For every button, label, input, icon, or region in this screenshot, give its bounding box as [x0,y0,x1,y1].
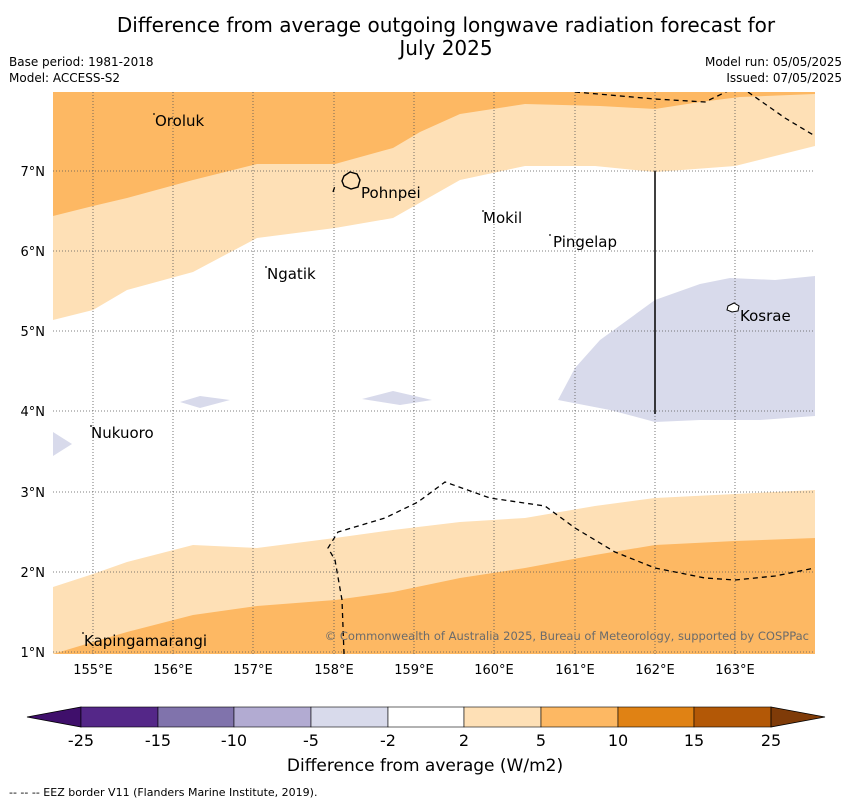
colorbar-bin [463,706,542,728]
ngatik-dot [265,266,267,268]
colorbar: -25 -15 -10 -5 -2 2 5 10 15 25 [26,706,826,750]
patch-edge-lavender [53,432,72,456]
anomaly-field [53,92,815,654]
lon-axis: 155°E 156°E 157°E 158°E 159°E 160°E 161°… [73,663,755,678]
place-pohnpei: Pohnpei [361,184,421,202]
colorbar-bin [540,706,619,728]
meta-right: Model run: 05/05/2025 Issued: 07/05/2025 [705,54,842,86]
map-title: Difference from average outgoing longwav… [40,14,850,60]
lat-tick: 1°N [21,646,46,661]
colorbar-tick: 5 [536,731,546,750]
lon-tick: 157°E [233,663,273,678]
colorbar-tick: -2 [380,731,396,750]
colorbar-extend-high [770,706,826,728]
lon-tick: 158°E [314,663,354,678]
title-line-2: July 2025 [399,36,493,60]
colorbar-bin [310,706,389,728]
eez-border-top-right [747,92,815,137]
patch-west-lavender [180,396,230,408]
colorbar-bin [80,706,159,728]
colorbar-tick: 15 [684,731,704,750]
eez-border-south [327,481,815,654]
band-bottom-orange [53,538,815,654]
eez-footer-note: -- -- -- EEZ border V11 (Flanders Marine… [9,786,318,799]
colorbar-label: Difference from average (W/m2) [286,756,564,776]
colorbar-tick: 2 [459,731,469,750]
mokil-dot [482,210,484,212]
copyright-credit: © Commonwealth of Australia 2025, Bureau… [325,629,809,643]
place-mokil: Mokil [483,209,522,227]
nukuoro-dot [90,425,92,427]
place-kosrae: Kosrae [740,307,791,325]
lon-tick: 160°E [474,663,514,678]
lon-tick: 161°E [555,663,595,678]
place-pingelap: Pingelap [553,233,617,251]
lat-tick: 7°N [21,165,46,180]
colorbar-tick: -15 [145,731,171,750]
lon-tick: 162°E [635,663,675,678]
place-kapingamarangi: Kapingamarangi [84,632,207,650]
colorbar-extend-low [26,706,82,728]
colorbar-bin [693,706,772,728]
lon-tick: 155°E [73,663,113,678]
lon-tick: 163°E [715,663,755,678]
gridlines [53,92,815,654]
colorbar-bin [617,706,695,728]
kapingamarangi-dot [82,632,84,634]
eez-border-top [574,92,728,103]
title-line-1: Difference from average outgoing longwav… [116,13,776,37]
place-ngatik: Ngatik [267,265,316,283]
colorbar-bin [387,706,465,728]
eez-border-pohnpei-stub [332,185,336,193]
model-name: Model: ACCESS-S2 [9,71,121,85]
atoll-dots [82,113,551,634]
lat-tick: 3°N [21,486,46,501]
lat-tick: 6°N [21,245,46,260]
base-period: Base period: 1981-2018 [9,55,154,69]
pingelap-dot [549,234,551,236]
patch-kosrae-lavender [558,276,815,422]
colorbar-tick: -25 [68,731,94,750]
lat-tick: 2°N [21,566,46,581]
model-run: Model run: 05/05/2025 [704,55,842,69]
meta-left: Base period: 1981-2018 Model: ACCESS-S2 [9,54,154,86]
lon-tick: 156°E [153,663,193,678]
pohnpei-island [341,171,361,190]
colorbar-tick: -5 [303,731,319,750]
kosrae-island [726,302,740,313]
lon-tick: 159°E [394,663,434,678]
colorbar-bin [157,706,235,728]
place-nukuoro: Nukuoro [91,424,154,442]
lat-tick: 4°N [21,405,46,420]
colorbar-tick: 25 [761,731,781,750]
issued-date: Issued: 07/05/2025 [726,71,842,85]
lat-axis: 7°N 6°N 5°N 4°N 3°N 2°N 1°N [21,165,46,661]
place-oroluk: Oroluk [155,112,204,130]
lat-tick: 5°N [21,325,46,340]
oroluk-dot [153,113,155,115]
colorbar-tick: 10 [608,731,628,750]
patch-center-lavender [362,391,432,405]
band-top-orange [53,92,815,216]
colorbar-tick: -10 [221,731,247,750]
colorbar-bin [233,706,312,728]
